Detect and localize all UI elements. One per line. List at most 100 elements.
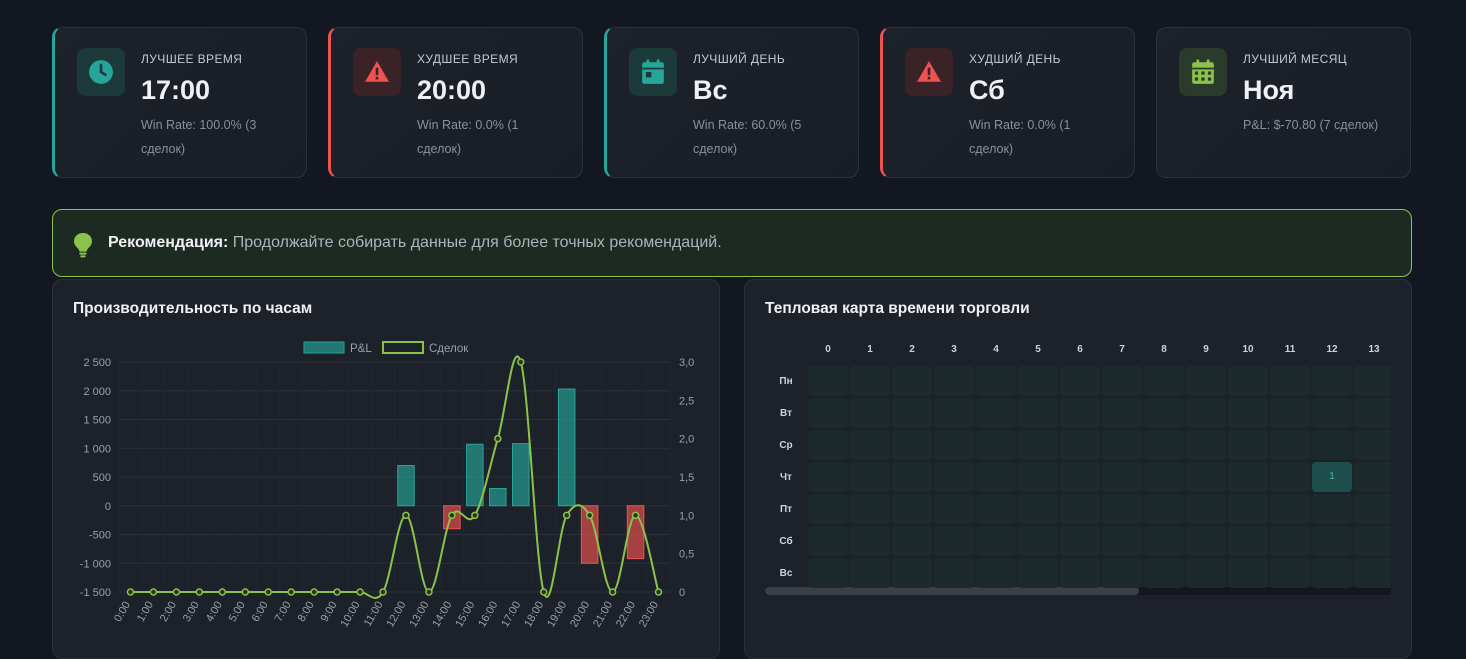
heatmap-cell[interactable] [1144, 398, 1184, 428]
heatmap-cell[interactable] [1228, 494, 1268, 524]
heatmap-cell[interactable] [1228, 430, 1268, 460]
heatmap-cell[interactable] [1102, 366, 1142, 396]
heatmap-cell[interactable] [1354, 494, 1391, 524]
heatmap-cell[interactable] [934, 430, 974, 460]
heatmap-cell[interactable] [1144, 494, 1184, 524]
heatmap-cell[interactable] [976, 558, 1016, 588]
heatmap-cell[interactable] [1270, 558, 1310, 588]
heatmap-cell[interactable] [1228, 526, 1268, 556]
heatmap-cell[interactable] [1186, 494, 1226, 524]
heatmap-cell[interactable] [808, 526, 848, 556]
heatmap-cell[interactable] [808, 494, 848, 524]
heatmap-cell[interactable] [1102, 558, 1142, 588]
heatmap-cell[interactable] [934, 398, 974, 428]
heatmap-cell[interactable] [1186, 558, 1226, 588]
heatmap-cell[interactable] [934, 494, 974, 524]
heatmap-cell[interactable] [1312, 558, 1352, 588]
heatmap-cell[interactable] [1060, 526, 1100, 556]
heatmap-cell[interactable] [1060, 398, 1100, 428]
heatmap-cell[interactable] [1312, 494, 1352, 524]
heatmap-cell[interactable] [808, 558, 848, 588]
heatmap-cell[interactable] [976, 398, 1016, 428]
heatmap-cell[interactable] [892, 526, 932, 556]
heatmap-cell[interactable] [1060, 558, 1100, 588]
heatmap-cell[interactable] [976, 526, 1016, 556]
heatmap-cell[interactable] [1186, 526, 1226, 556]
heatmap-cell[interactable] [1144, 366, 1184, 396]
heatmap-cell[interactable] [1060, 430, 1100, 460]
heatmap-cell[interactable] [1144, 462, 1184, 492]
heatmap-cell[interactable] [850, 526, 890, 556]
heatmap-cell[interactable] [1144, 430, 1184, 460]
heatmap-cell[interactable] [808, 366, 848, 396]
heatmap-cell[interactable] [850, 366, 890, 396]
heatmap-cell[interactable]: 1 [1312, 462, 1352, 492]
heatmap-cell[interactable] [1354, 366, 1391, 396]
heatmap-cell[interactable] [1018, 398, 1058, 428]
heatmap-cell[interactable] [1186, 462, 1226, 492]
heatmap-cell[interactable] [1228, 462, 1268, 492]
heatmap-cell[interactable] [1312, 526, 1352, 556]
heatmap-cell[interactable] [1018, 494, 1058, 524]
heatmap-cell[interactable] [1270, 494, 1310, 524]
heatmap-cell[interactable] [1186, 366, 1226, 396]
heatmap-cell[interactable] [1144, 526, 1184, 556]
heatmap-cell[interactable] [1102, 398, 1142, 428]
heatmap-cell[interactable] [1102, 462, 1142, 492]
heatmap-cell[interactable] [892, 366, 932, 396]
heatmap-cell[interactable] [934, 462, 974, 492]
heatmap-cell[interactable] [1270, 398, 1310, 428]
heatmap-cell[interactable] [934, 526, 974, 556]
heatmap-scrollbar-thumb[interactable] [765, 587, 1139, 595]
heatmap-cell[interactable] [1018, 430, 1058, 460]
heatmap-cell[interactable] [1186, 430, 1226, 460]
heatmap-cell[interactable] [808, 462, 848, 492]
heatmap-cell[interactable] [892, 494, 932, 524]
heatmap-cell[interactable] [976, 494, 1016, 524]
heatmap-cell[interactable] [1018, 526, 1058, 556]
heatmap-cell[interactable] [850, 398, 890, 428]
heatmap-cell[interactable] [1102, 494, 1142, 524]
heatmap-cell[interactable] [1018, 366, 1058, 396]
heatmap-cell[interactable] [1102, 526, 1142, 556]
heatmap-cell[interactable] [1270, 430, 1310, 460]
heatmap-cell[interactable] [1354, 558, 1391, 588]
heatmap-cell[interactable] [934, 366, 974, 396]
heatmap-cell[interactable] [808, 430, 848, 460]
heatmap-cell[interactable] [976, 366, 1016, 396]
heatmap-cell[interactable] [1060, 366, 1100, 396]
heatmap-cell[interactable] [1270, 526, 1310, 556]
heatmap-cell[interactable] [850, 494, 890, 524]
heatmap-cell[interactable] [1186, 398, 1226, 428]
heatmap-cell[interactable] [1060, 462, 1100, 492]
heatmap-cell[interactable] [892, 558, 932, 588]
heatmap-cell[interactable] [1018, 462, 1058, 492]
heatmap-cell[interactable] [850, 462, 890, 492]
heatmap-cell[interactable] [892, 462, 932, 492]
heatmap-cell[interactable] [1312, 430, 1352, 460]
heatmap-cell[interactable] [1312, 398, 1352, 428]
heatmap-cell[interactable] [892, 430, 932, 460]
heatmap-cell[interactable] [1060, 494, 1100, 524]
heatmap-cell[interactable] [1270, 462, 1310, 492]
heatmap-cell[interactable] [1228, 398, 1268, 428]
heatmap-cell[interactable] [1312, 366, 1352, 396]
heatmap-cell[interactable] [808, 398, 848, 428]
heatmap-cell[interactable] [1018, 558, 1058, 588]
heatmap-cell[interactable] [1354, 398, 1391, 428]
heatmap-cell[interactable] [1228, 558, 1268, 588]
heatmap-cell[interactable] [1354, 526, 1391, 556]
heatmap-cell[interactable] [850, 558, 890, 588]
heatmap-cell[interactable] [934, 558, 974, 588]
heatmap-cell[interactable] [850, 430, 890, 460]
heatmap-cell[interactable] [976, 462, 1016, 492]
heatmap-cell[interactable] [1102, 430, 1142, 460]
heatmap-cell[interactable] [1354, 462, 1391, 492]
heatmap-cell[interactable] [1144, 558, 1184, 588]
stat-sub: Win Rate: 100.0% (3 сделок) [141, 118, 257, 156]
heatmap-cell[interactable] [892, 398, 932, 428]
heatmap-cell[interactable] [1270, 366, 1310, 396]
heatmap-cell[interactable] [1228, 366, 1268, 396]
heatmap-cell[interactable] [1354, 430, 1391, 460]
heatmap-cell[interactable] [976, 430, 1016, 460]
